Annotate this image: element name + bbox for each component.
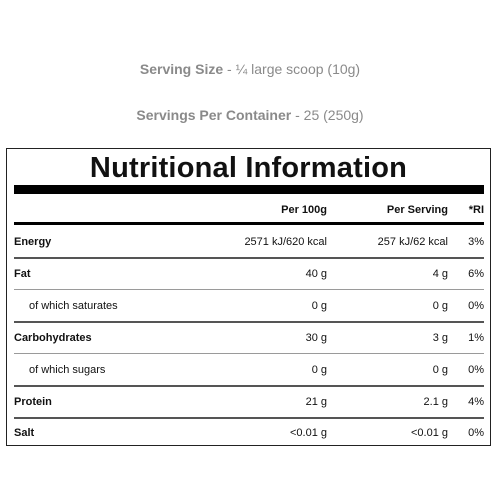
serving-size-label: Serving Size [139,61,224,77]
row-label: Fat [14,268,31,280]
column-header-per-serving: Per Serving [386,204,448,216]
row-ri: 6% [468,268,484,280]
row-ri: 0% [468,364,484,376]
row-per-serving: 0 g [432,364,448,376]
servings-per-container-value: - 25 (250g) [291,107,364,123]
servings-per-container-label: Servings Per Container [136,107,292,123]
row-per-100g: 30 g [305,332,327,344]
row-per-serving: 3 g [432,332,448,344]
row-per-100g: <0.01 g [289,427,327,439]
header-divider [14,222,484,225]
row-divider [14,385,484,387]
row-label: Protein [14,396,52,408]
row-label: of which sugars [29,364,106,376]
serving-size-value: - ¼ large scoop (10g) [223,61,361,77]
nutrition-panel: Nutritional Information Per 100g Per Ser… [6,148,491,446]
row-per-100g: 0 g [311,300,327,312]
row-ri: 1% [468,332,484,344]
title-rule [14,185,484,194]
column-header-per-100g: Per 100g [281,204,327,216]
row-per-serving: 2.1 g [423,396,448,408]
servings-per-container-line: Servings Per Container - 25 (250g) [0,107,500,123]
row-label: Salt [14,427,35,439]
row-label: of which saturates [29,300,118,312]
row-label: Energy [14,236,52,248]
row-label: Carbohydrates [14,332,92,344]
row-per-100g: 40 g [305,268,327,280]
row-ri: 3% [468,236,484,248]
row-per-100g: 21 g [305,396,327,408]
row-divider [14,321,484,323]
row-per-100g: 2571 kJ/620 kcal [244,236,327,248]
row-divider [14,289,484,290]
column-header-ri: *RI [468,204,484,216]
row-ri: 0% [468,300,484,312]
row-divider [14,257,484,259]
row-ri: 0% [468,427,484,439]
row-per-serving: 0 g [432,300,448,312]
panel-title: Nutritional Information [89,152,408,184]
serving-size-line: Serving Size - ¼ large scoop (10g) [0,61,500,77]
row-per-serving: 257 kJ/62 kcal [377,236,448,248]
row-per-serving: 4 g [432,268,448,280]
row-divider [14,353,484,354]
row-per-serving: <0.01 g [410,427,448,439]
row-per-100g: 0 g [311,364,327,376]
row-ri: 4% [468,396,484,408]
row-divider [14,417,484,419]
